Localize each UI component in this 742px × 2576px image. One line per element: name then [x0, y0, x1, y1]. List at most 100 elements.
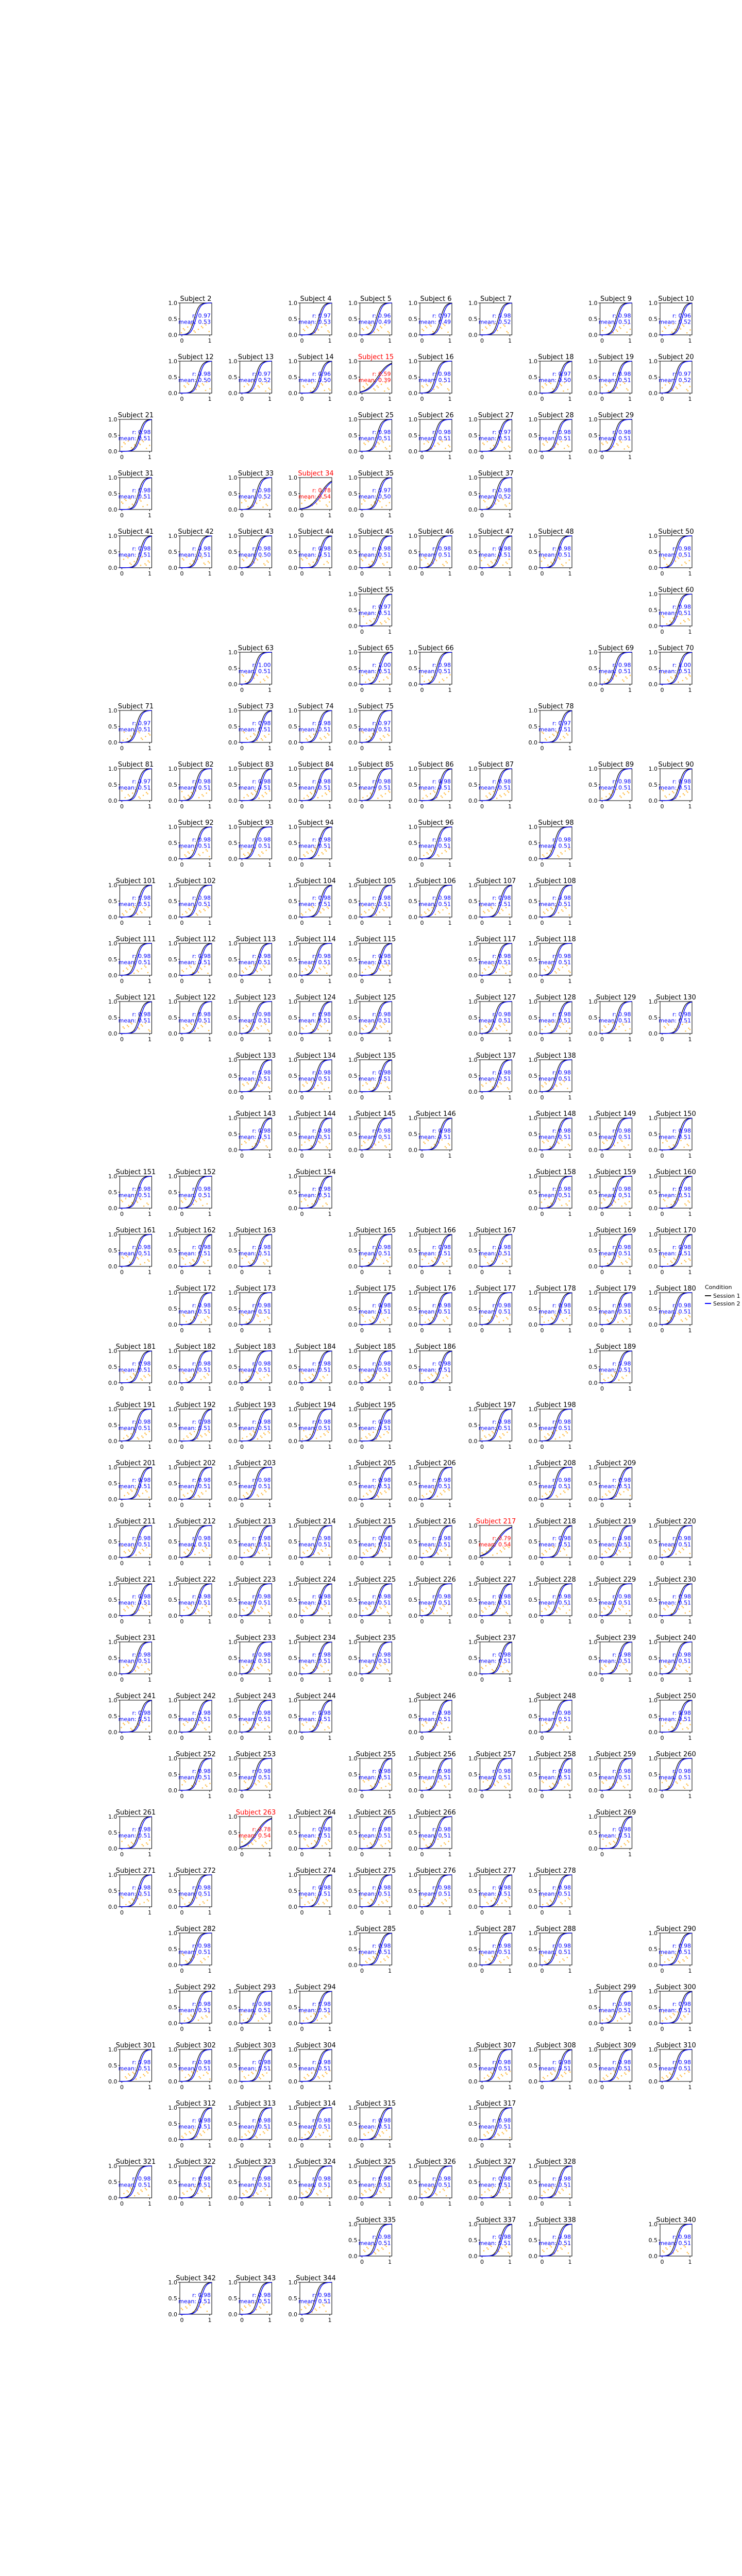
data-point — [424, 556, 426, 558]
data-point — [485, 1608, 487, 1610]
data-point — [320, 912, 322, 913]
data-point — [546, 442, 548, 443]
x-tick-label: 0 — [300, 861, 304, 868]
data-point — [202, 1205, 204, 1207]
data-point — [308, 498, 310, 500]
y-tick-label: 1.0 — [289, 940, 298, 947]
data-point — [683, 619, 685, 621]
data-point — [566, 1432, 568, 1434]
data-point — [246, 1607, 248, 1609]
x-tick-label: 0 — [360, 687, 364, 693]
panel-title: Subject 173 — [236, 1285, 276, 1293]
data-point — [364, 1320, 366, 1323]
r-value-label: r: 0.98 — [192, 371, 211, 378]
data-point — [328, 1554, 330, 1556]
y-tick-label: 0.5 — [529, 840, 538, 846]
data-point — [322, 1608, 323, 1610]
y-tick-label: 0.5 — [168, 956, 178, 963]
x-tick-label: 1 — [448, 1502, 452, 1509]
y-tick-label: 1.0 — [649, 998, 658, 1005]
mean-value-label: mean: 0.53 — [178, 319, 211, 326]
data-point — [369, 967, 371, 969]
data-point — [549, 1146, 551, 1147]
data-point — [488, 966, 490, 968]
data-point — [263, 1262, 264, 1264]
data-point — [373, 907, 374, 909]
data-point — [370, 504, 372, 506]
mean-value-label: mean: 0.51 — [239, 1309, 271, 1315]
mean-value-label: mean: 0.51 — [479, 1076, 511, 1082]
data-point — [377, 442, 379, 444]
y-tick-label: 1.0 — [228, 1406, 238, 1413]
data-point — [243, 675, 244, 677]
data-point — [442, 679, 444, 680]
y-tick-label: 1.0 — [529, 416, 538, 423]
x-tick-label: 0 — [360, 1502, 364, 1509]
data-point — [425, 794, 427, 796]
data-point — [142, 1025, 143, 1027]
data-point — [245, 1321, 247, 1323]
mean-value-label: mean: 0.51 — [599, 435, 631, 442]
data-point — [623, 448, 626, 450]
data-point — [140, 1552, 141, 1554]
x-tick-label: 1 — [688, 1269, 692, 1276]
panel-title: Subject 33 — [238, 470, 274, 478]
mean-value-label: mean: 0.49 — [418, 319, 451, 326]
data-point — [558, 557, 560, 558]
data-point — [484, 912, 485, 913]
x-tick-label: 1 — [688, 1211, 692, 1217]
data-point — [141, 1435, 143, 1437]
data-point — [323, 1089, 325, 1090]
data-point — [321, 738, 322, 740]
y-tick-label: 1.0 — [348, 1290, 358, 1296]
y-tick-label: 0.5 — [649, 1247, 658, 1254]
y-tick-label: 0.5 — [348, 1364, 358, 1370]
data-point — [373, 331, 375, 333]
data-point — [434, 445, 436, 447]
data-point — [365, 1436, 367, 1437]
data-point — [300, 558, 302, 560]
data-point — [446, 907, 448, 909]
data-point — [319, 500, 321, 502]
data-point — [328, 734, 330, 736]
y-tick-label: 0.5 — [348, 1306, 358, 1312]
data-point — [381, 506, 383, 508]
data-point — [439, 681, 441, 683]
x-tick-label: 0 — [120, 454, 124, 461]
data-point — [481, 1438, 482, 1440]
data-point — [547, 965, 549, 968]
data-point — [258, 386, 260, 388]
panel-title: Subject 111 — [116, 936, 156, 943]
x-tick-label: 0 — [661, 1036, 664, 1043]
panel-title: Subject 127 — [476, 994, 516, 1002]
panel-title: Subject 144 — [296, 1110, 336, 1118]
y-tick-label: 0.0 — [108, 506, 117, 513]
session-2-curve — [120, 477, 152, 510]
data-point — [190, 1319, 192, 1321]
data-point — [623, 680, 625, 682]
data-point — [606, 442, 608, 444]
y-tick-label: 1.0 — [348, 766, 358, 772]
x-tick-label: 1 — [448, 687, 452, 693]
y-tick-label: 0.5 — [168, 316, 178, 323]
data-point — [568, 970, 570, 972]
mean-value-label: mean: 0.51 — [239, 668, 271, 675]
y-tick-label: 0.0 — [289, 914, 298, 921]
data-point — [366, 673, 367, 675]
y-tick-label: 0.0 — [649, 798, 658, 804]
data-point — [309, 1434, 311, 1435]
data-point — [313, 1375, 314, 1377]
panel-title: Subject 205 — [356, 1460, 396, 1467]
r-value-label: r: 0.98 — [312, 546, 331, 552]
x-tick-label: 1 — [268, 1560, 272, 1567]
data-point — [560, 1493, 562, 1495]
y-tick-label: 1.0 — [409, 1581, 418, 1587]
data-point — [319, 1024, 321, 1026]
y-tick-label: 0.5 — [168, 1422, 178, 1429]
data-point — [625, 676, 627, 678]
mean-value-label: mean: 0.51 — [298, 1541, 331, 1548]
data-point — [366, 1550, 368, 1552]
x-tick-label: 0 — [661, 570, 664, 577]
data-point — [498, 1024, 500, 1026]
data-point — [245, 1024, 247, 1026]
